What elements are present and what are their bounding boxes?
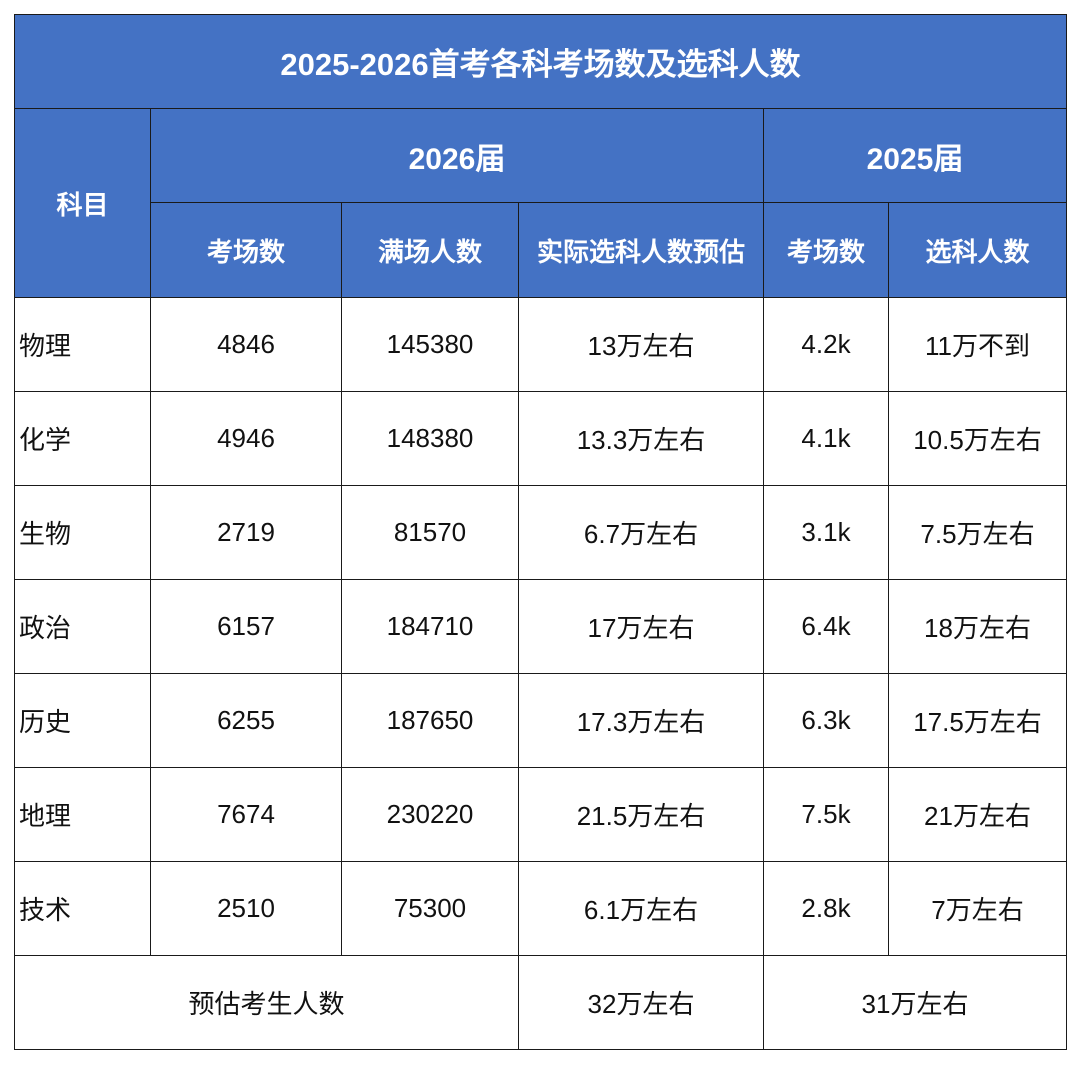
table-cell: 6255 [150,673,342,768]
table-body: 物理 4846 145380 13万左右 4.2k 11万不到 化学 4946 148380 13… [14,297,1067,956]
column-header: 选科人数 [888,202,1067,298]
table-cell: 184710 [341,579,519,674]
table-cell: 4846 [150,297,342,392]
subject-cell: 政治 [14,579,151,674]
subject-cell: 地理 [14,767,151,862]
table-cell: 10.5万左右 [888,391,1067,486]
table-cell: 148380 [341,391,519,486]
table-row: 地理 7674 230220 21.5万左右 7.5k 21万左右 [14,767,1067,862]
table-cell: 13万左右 [518,297,764,392]
table-row: 技术 2510 75300 6.1万左右 2.8k 7万左右 [14,861,1067,956]
table-cell: 4.2k [763,297,889,392]
table-row: 化学 4946 148380 13.3万左右 4.1k 10.5万左右 [14,391,1067,486]
table-cell: 81570 [341,485,519,580]
subject-cell: 历史 [14,673,151,768]
footer-value: 32万左右 [518,955,764,1050]
table-row: 政治 6157 184710 17万左右 6.4k 18万左右 [14,579,1067,674]
footer-value: 31万左右 [763,955,1067,1050]
table-cell: 7万左右 [888,861,1067,956]
subject-header: 科目 [14,108,151,298]
table-row: 生物 2719 81570 6.7万左右 3.1k 7.5万左右 [14,485,1067,580]
column-header: 满场人数 [341,202,519,298]
table-cell: 4.1k [763,391,889,486]
table-cell: 2.8k [763,861,889,956]
table-cell: 4946 [150,391,342,486]
table-cell: 13.3万左右 [518,391,764,486]
table-cell: 17万左右 [518,579,764,674]
column-header: 实际选科人数预估 [518,202,764,298]
subject-cell: 化学 [14,391,151,486]
table-cell: 6.3k [763,673,889,768]
column-header: 考场数 [763,202,889,298]
table-cell: 75300 [341,861,519,956]
table-cell: 3.1k [763,485,889,580]
table-cell: 145380 [341,297,519,392]
table-cell: 7.5万左右 [888,485,1067,580]
table-row: 历史 6255 187650 17.3万左右 6.3k 17.5万左右 [14,673,1067,768]
table: 2025-2026首考各科考场数及选科人数 科目 2026届 2025届 考场数… [14,14,1067,1050]
table-cell: 2510 [150,861,342,956]
table-cell: 6.7万左右 [518,485,764,580]
table-cell: 7.5k [763,767,889,862]
group-header: 2026届 [150,108,764,203]
table-cell: 230220 [341,767,519,862]
table-cell: 17.5万左右 [888,673,1067,768]
table-cell: 7674 [150,767,342,862]
subject-cell: 物理 [14,297,151,392]
table-cell: 6157 [150,579,342,674]
table-cell: 6.1万左右 [518,861,764,956]
column-header: 考场数 [150,202,342,298]
table-cell: 21万左右 [888,767,1067,862]
subject-cell: 技术 [14,861,151,956]
table-cell: 6.4k [763,579,889,674]
subject-cell: 生物 [14,485,151,580]
table-cell: 17.3万左右 [518,673,764,768]
table-row: 物理 4846 145380 13万左右 4.2k 11万不到 [14,297,1067,392]
footer-label: 预估考生人数 [14,955,519,1050]
table-title: 2025-2026首考各科考场数及选科人数 [14,14,1067,109]
table-cell: 21.5万左右 [518,767,764,862]
table-cell: 11万不到 [888,297,1067,392]
table-cell: 18万左右 [888,579,1067,674]
table-cell: 2719 [150,485,342,580]
table-cell: 187650 [341,673,519,768]
group-header: 2025届 [763,108,1067,203]
